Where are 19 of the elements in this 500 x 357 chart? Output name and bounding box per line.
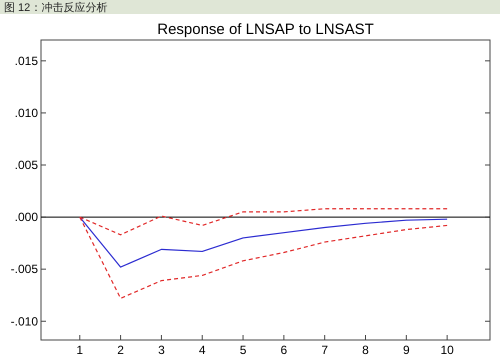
x-tick-label: 2 [117,343,124,357]
x-tick-label: 3 [158,343,166,357]
y-tick-label: .015 [14,54,38,68]
x-tick-label: 4 [198,343,206,357]
y-tick-label: -.010 [10,314,38,328]
x-tick-label: 10 [440,343,454,357]
y-tick-label: -.005 [10,262,38,276]
x-tick-label: 8 [362,343,370,357]
x-tick-label: 5 [240,343,247,357]
y-tick-label: .010 [14,106,38,120]
x-tick-label: 1 [76,343,84,357]
line-series [79,216,448,268]
caption: 图 12：冲击反应分析 [4,1,108,14]
y-tick-label: .000 [14,210,38,224]
x-tick-label: 7 [321,343,328,357]
x-tick-label: 9 [402,343,410,357]
y-tick-label: .005 [14,158,38,172]
chart-title: Response of LNSAP to LNSAST [157,21,374,38]
x-tick-label: 6 [280,343,288,357]
